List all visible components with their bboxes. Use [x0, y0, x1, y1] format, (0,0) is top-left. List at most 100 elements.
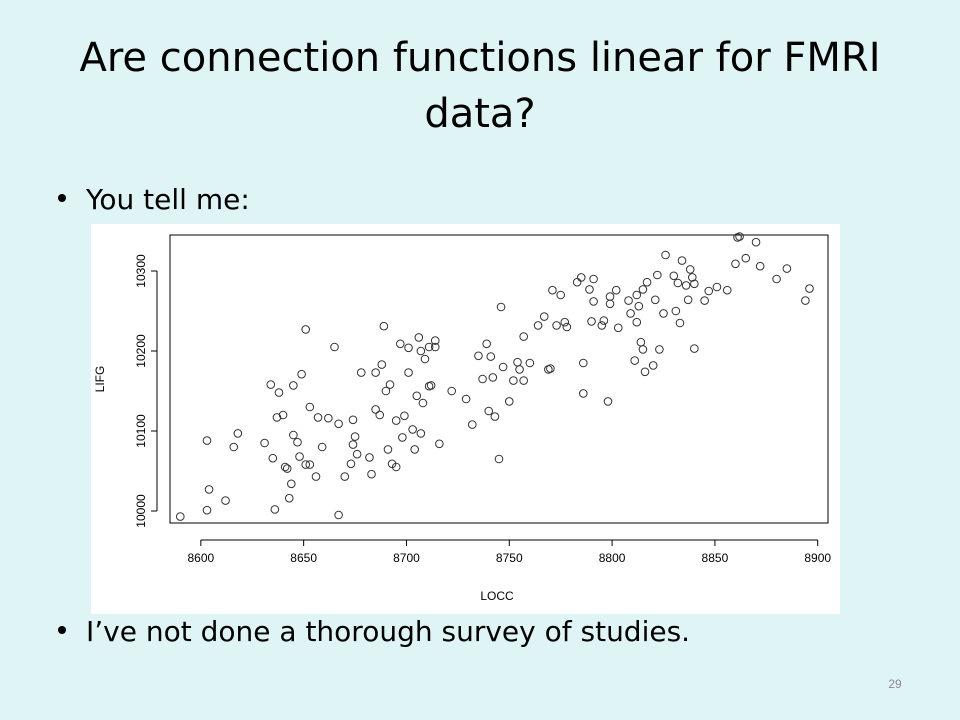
data-point: [539, 312, 549, 321]
data-point: [605, 292, 615, 301]
data-point: [673, 278, 683, 288]
data-point: [482, 339, 491, 349]
y-axis: 10000 10100 10200 10300: [134, 254, 158, 528]
data-point: [284, 493, 294, 503]
data-point: [280, 462, 290, 472]
data-point: [270, 505, 280, 514]
y-tick-label: 10100: [134, 414, 148, 448]
data-point: [751, 237, 761, 247]
data-point: [334, 510, 343, 520]
data-point: [486, 352, 496, 361]
data-point: [690, 344, 699, 353]
data-point: [410, 445, 419, 454]
data-point: [690, 279, 699, 289]
data-point: [509, 376, 518, 385]
plot-frame: [169, 234, 829, 524]
data-point: [430, 336, 440, 345]
x-axis-label: LOCC: [480, 589, 514, 603]
data-point: [430, 342, 440, 352]
data-point: [398, 433, 407, 442]
page-number: 29: [888, 677, 902, 691]
data-point: [420, 354, 430, 364]
data-point: [371, 368, 380, 377]
data-point: [805, 284, 814, 293]
data-point: [289, 381, 298, 390]
data-point: [659, 309, 668, 318]
data-point: [515, 365, 524, 374]
data-point: [801, 296, 810, 305]
data-point: [712, 282, 722, 292]
data-point: [671, 306, 681, 316]
data-point: [297, 369, 306, 379]
data-point: [348, 415, 358, 425]
data-point: [202, 505, 212, 515]
data-point: [416, 429, 426, 438]
data-point: [274, 388, 284, 397]
data-point: [416, 346, 426, 356]
x-axis: 8600 8650 8700 8750 8800 8850 8900: [187, 539, 831, 565]
data-point: [348, 440, 358, 449]
data-point: [202, 436, 212, 445]
data-point: [324, 413, 333, 423]
data-point: [375, 410, 385, 420]
data-point: [630, 356, 640, 365]
data-point: [229, 442, 239, 452]
data-point: [772, 274, 781, 284]
data-point: [636, 337, 646, 347]
data-point: [391, 462, 401, 472]
data-point: [700, 296, 709, 305]
x-tick-label: 8800: [599, 551, 626, 565]
data-point: [634, 301, 644, 311]
data-point: [685, 265, 695, 274]
data-point: [648, 361, 658, 370]
data-point: [546, 364, 555, 373]
y-tick-label: 10200: [134, 334, 148, 368]
data-point: [461, 394, 471, 404]
data-point: [562, 322, 572, 332]
scatter-plot-svg: 8600 8650 8700 8750 8800 8850 8900 10000101001…: [93, 232, 831, 603]
bullet-text: You tell me:: [86, 183, 250, 216]
data-point: [632, 290, 642, 300]
data-point: [412, 391, 422, 401]
data-point: [268, 453, 278, 463]
data-point: [704, 286, 714, 296]
data-point: [175, 512, 185, 521]
data-point: [576, 273, 586, 282]
data-point: [266, 380, 276, 389]
data-point: [572, 277, 582, 287]
data-point: [305, 402, 315, 412]
data-point: [340, 472, 350, 481]
data-point: [365, 453, 374, 462]
data-point: [611, 285, 621, 295]
data-point: [385, 380, 395, 389]
data-point: [435, 439, 444, 449]
data-point: [381, 386, 391, 396]
bullet-item: I’ve not done a thorough survey of studi…: [58, 614, 690, 650]
data-point: [301, 325, 311, 334]
data-point: [350, 432, 360, 441]
data-point: [377, 360, 387, 369]
data-point: [650, 295, 660, 305]
data-point: [599, 316, 609, 325]
data-point: [498, 362, 508, 372]
y-tick-label: 10300: [134, 254, 148, 288]
data-point: [579, 358, 588, 368]
data-point: [233, 429, 243, 438]
data-point: [722, 285, 732, 295]
data-point: [589, 274, 598, 284]
data-point: [383, 445, 393, 454]
data-point: [653, 270, 662, 280]
data-point: [305, 460, 315, 469]
data-point: [490, 412, 500, 421]
data-point: [755, 261, 765, 271]
data-point: [504, 397, 514, 406]
bullet-dot-icon: [58, 194, 66, 202]
data-point: [408, 425, 417, 434]
data-point: [426, 381, 436, 390]
bullet-item: You tell me:: [58, 182, 250, 218]
x-tick-label: 8600: [187, 551, 214, 565]
data-point: [624, 296, 633, 305]
y-axis-label: LIFG: [93, 366, 107, 393]
data-points: [175, 232, 814, 521]
data-point: [496, 302, 506, 312]
